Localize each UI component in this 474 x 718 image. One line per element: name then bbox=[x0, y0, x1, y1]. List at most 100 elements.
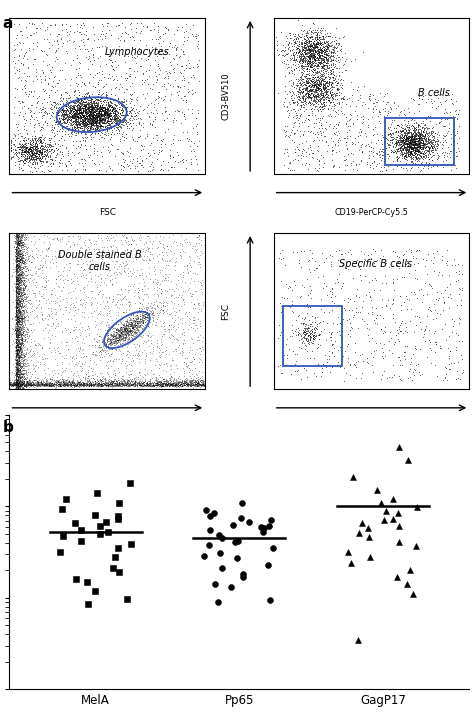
Point bbox=[96, 339, 103, 350]
Point bbox=[10, 376, 18, 387]
Point bbox=[19, 312, 27, 324]
Point bbox=[79, 376, 87, 387]
Point bbox=[417, 159, 425, 171]
Point bbox=[421, 128, 429, 139]
Point bbox=[191, 376, 199, 388]
Point bbox=[407, 146, 415, 157]
Point bbox=[12, 263, 20, 274]
Point bbox=[17, 348, 25, 360]
Point bbox=[419, 134, 426, 145]
Point bbox=[318, 129, 325, 141]
Point bbox=[13, 316, 20, 327]
Point bbox=[400, 137, 408, 149]
Point bbox=[121, 332, 128, 343]
Point bbox=[96, 105, 104, 116]
Point bbox=[428, 127, 436, 139]
Point bbox=[29, 378, 36, 390]
Point bbox=[37, 377, 45, 388]
Point bbox=[13, 298, 21, 309]
Point bbox=[400, 149, 407, 160]
Point bbox=[47, 101, 55, 113]
Point bbox=[70, 121, 78, 133]
Point bbox=[12, 327, 20, 338]
Point bbox=[83, 115, 91, 126]
Point bbox=[192, 376, 200, 387]
Point bbox=[284, 44, 292, 55]
Point bbox=[406, 131, 413, 143]
Point bbox=[46, 379, 53, 391]
Point bbox=[25, 377, 33, 388]
Point bbox=[310, 95, 317, 106]
Point bbox=[12, 323, 20, 335]
Point bbox=[313, 74, 321, 85]
Point bbox=[16, 377, 23, 388]
Point bbox=[102, 339, 110, 350]
Point bbox=[24, 264, 31, 276]
Point bbox=[27, 298, 34, 309]
Point bbox=[110, 330, 118, 342]
Point bbox=[47, 346, 55, 358]
Point bbox=[297, 57, 304, 69]
Point bbox=[14, 235, 21, 246]
Point bbox=[95, 116, 102, 127]
Point bbox=[67, 103, 75, 114]
Point bbox=[161, 263, 168, 274]
Point bbox=[301, 327, 309, 338]
Point bbox=[140, 311, 148, 322]
Point bbox=[19, 271, 27, 283]
Point bbox=[64, 106, 72, 117]
Point bbox=[26, 378, 34, 390]
Point bbox=[12, 251, 20, 263]
Point bbox=[194, 231, 202, 243]
Point bbox=[181, 108, 188, 119]
Point bbox=[169, 378, 177, 389]
Point bbox=[135, 45, 142, 57]
Point bbox=[421, 133, 429, 144]
Point bbox=[68, 121, 75, 132]
Point bbox=[19, 96, 27, 108]
Point bbox=[142, 347, 149, 358]
Point bbox=[403, 151, 411, 162]
Point bbox=[13, 312, 20, 324]
Point bbox=[24, 290, 31, 302]
Point bbox=[19, 327, 27, 339]
Point bbox=[155, 379, 162, 391]
Point bbox=[52, 377, 60, 388]
Point bbox=[193, 379, 201, 391]
Point bbox=[84, 292, 91, 303]
Point bbox=[323, 72, 330, 83]
Point bbox=[367, 347, 375, 358]
Point bbox=[90, 103, 97, 114]
Point bbox=[26, 250, 33, 261]
Point bbox=[172, 376, 180, 387]
Point bbox=[14, 355, 22, 367]
Point bbox=[148, 164, 155, 176]
Point bbox=[14, 320, 21, 332]
Point bbox=[126, 380, 133, 391]
Point bbox=[95, 307, 103, 319]
Point bbox=[176, 380, 184, 391]
Point bbox=[17, 150, 25, 162]
Point bbox=[52, 45, 60, 57]
Point bbox=[143, 44, 151, 55]
Point bbox=[123, 378, 130, 390]
Point bbox=[139, 313, 146, 325]
Point bbox=[13, 251, 20, 263]
Point bbox=[306, 81, 314, 93]
Point bbox=[138, 378, 146, 389]
Point bbox=[139, 316, 146, 327]
Point bbox=[12, 342, 20, 354]
Point bbox=[14, 236, 21, 247]
Point bbox=[14, 259, 22, 271]
Point bbox=[115, 127, 123, 139]
Point bbox=[84, 122, 91, 134]
Point bbox=[427, 305, 435, 317]
Point bbox=[15, 358, 23, 369]
Point bbox=[282, 130, 290, 141]
Point bbox=[73, 96, 81, 108]
Point bbox=[357, 126, 365, 138]
Point bbox=[415, 134, 423, 146]
Point bbox=[48, 154, 55, 166]
Point bbox=[128, 373, 135, 385]
Point bbox=[21, 380, 28, 391]
